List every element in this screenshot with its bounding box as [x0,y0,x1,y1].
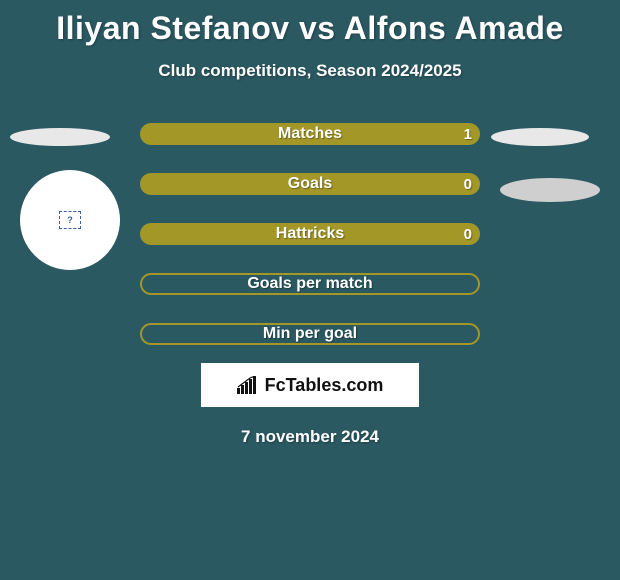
stat-value: 0 [464,226,472,243]
stat-value: 1 [464,126,472,143]
stat-label: Hattricks [276,225,344,243]
page-title: Iliyan Stefanov vs Alfons Amade [0,0,620,47]
stat-label: Matches [278,125,342,143]
stat-bar: Goals 0 [140,173,480,195]
logo-box: FcTables.com [201,363,419,407]
decor-ellipse-right-2 [500,178,600,202]
stat-bar: Hattricks 0 [140,223,480,245]
stat-label: Goals per match [247,275,372,293]
stat-bar: Min per goal [140,323,480,345]
stat-bar: Goals per match [140,273,480,295]
subtitle: Club competitions, Season 2024/2025 [0,61,620,81]
stat-value: 0 [464,176,472,193]
stat-label: Goals [288,175,332,193]
player-avatar-placeholder: ? [20,170,120,270]
decor-ellipse-right-1 [491,128,589,146]
stat-label: Min per goal [263,325,357,343]
avatar-broken-image-icon: ? [59,211,81,229]
date-text: 7 november 2024 [0,427,620,447]
decor-ellipse-left-1 [10,128,110,146]
logo-text: FcTables.com [265,375,384,396]
fctables-logo: FcTables.com [237,375,384,396]
chart-icon [237,376,261,394]
stat-bar: Matches 1 [140,123,480,145]
